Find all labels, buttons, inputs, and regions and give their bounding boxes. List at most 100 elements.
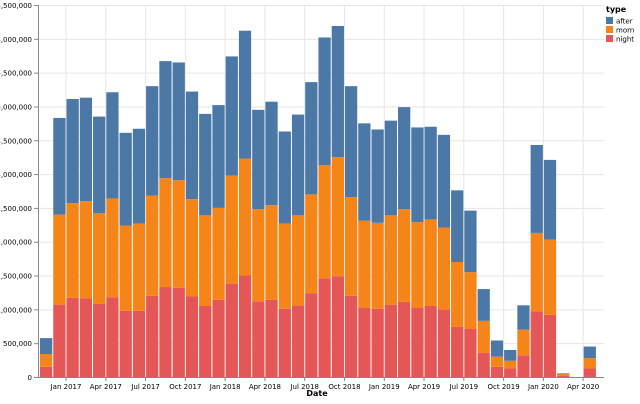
- bar-night: [371, 308, 384, 377]
- bar-night: [504, 368, 517, 377]
- bar-morn: [557, 373, 570, 376]
- bar-night: [185, 296, 199, 377]
- x-tick-label: Oct 2017: [169, 383, 201, 391]
- bar-night: [411, 308, 424, 377]
- bar-after: [40, 338, 53, 355]
- bar-morn: [398, 209, 411, 302]
- bar-morn: [583, 358, 596, 369]
- legend-label-night: night: [616, 36, 634, 44]
- bar-after: [106, 92, 119, 199]
- bar-morn: [451, 262, 464, 327]
- bar-night: [398, 301, 411, 377]
- bar-after: [557, 373, 570, 374]
- bar-night: [384, 304, 398, 377]
- bars: [40, 25, 596, 377]
- bar-morn: [93, 213, 106, 304]
- bar-night: [172, 287, 185, 377]
- y-tick-label: 3,000,000: [0, 171, 32, 179]
- bar-night: [477, 352, 490, 377]
- bar-night: [146, 295, 159, 377]
- bar-after: [331, 25, 344, 158]
- bar-morn: [305, 194, 318, 294]
- bar-night: [93, 303, 106, 377]
- bar-night: [424, 305, 437, 377]
- x-axis-title: Date: [306, 389, 328, 398]
- bar-after: [504, 349, 517, 361]
- bar-morn: [464, 272, 477, 329]
- bar-morn: [172, 180, 185, 288]
- bar-night: [119, 310, 132, 377]
- bar-after: [212, 105, 225, 208]
- bar-after: [305, 82, 318, 195]
- bar-after: [146, 86, 159, 196]
- bar-night: [543, 314, 557, 377]
- legend-label-after: after: [616, 18, 633, 26]
- bar-after: [159, 61, 172, 179]
- bar-night: [583, 368, 596, 377]
- y-tick-label: 1,000,000: [0, 306, 32, 314]
- grid: [38, 5, 604, 378]
- bar-night: [53, 304, 66, 377]
- bar-morn: [199, 215, 212, 306]
- x-tick-label: Oct 2019: [488, 383, 520, 391]
- x-tick-label: Jul 2018: [289, 383, 319, 391]
- bar-night: [305, 293, 318, 377]
- x-tick-label: Oct 2018: [328, 383, 360, 391]
- legend-swatch-after: [606, 17, 613, 24]
- bar-morn: [411, 222, 424, 309]
- bar-night: [278, 308, 291, 377]
- bar-night: [212, 299, 225, 377]
- bar-morn: [318, 165, 331, 279]
- bar-morn: [384, 215, 398, 305]
- bar-after: [318, 37, 331, 166]
- bar-morn: [504, 360, 517, 369]
- bar-night: [199, 305, 212, 377]
- bar-morn: [437, 227, 451, 310]
- bar-morn: [106, 198, 119, 298]
- bar-morn: [53, 214, 66, 305]
- bar-night: [331, 276, 344, 377]
- bar-after: [490, 340, 504, 357]
- bar-morn: [331, 157, 344, 277]
- bar-after: [464, 210, 477, 273]
- legend-swatch-night: [606, 35, 613, 42]
- x-tick-label: Apr 2017: [90, 383, 122, 391]
- bar-morn: [490, 356, 504, 367]
- bar-after: [225, 56, 238, 176]
- x-tick-label: Jul 2019: [449, 383, 479, 391]
- bar-morn: [543, 239, 557, 315]
- bar-after: [424, 126, 437, 220]
- bar-after: [132, 128, 146, 224]
- legend-label-morn: morn: [616, 27, 634, 35]
- legend-title: type: [606, 5, 627, 14]
- bar-night: [358, 308, 371, 377]
- bar-night: [265, 299, 278, 377]
- bar-morn: [66, 203, 79, 298]
- bar-morn: [212, 207, 225, 300]
- x-tick-label: Jul 2017: [130, 383, 160, 391]
- bar-after: [66, 99, 79, 204]
- bar-after: [411, 127, 424, 223]
- bar-night: [159, 287, 172, 377]
- bar-night: [79, 298, 93, 377]
- y-tick-label: 2,000,000: [0, 239, 32, 247]
- y-tick-label: 4,000,000: [0, 103, 32, 111]
- y-tick-label: 5,000,000: [0, 36, 32, 44]
- bar-night: [344, 295, 358, 377]
- bar-after: [517, 305, 530, 330]
- bar-morn: [252, 209, 265, 302]
- x-tick-label: Jan 2017: [50, 383, 82, 391]
- bar-night: [291, 305, 305, 377]
- y-axis: 0 500,000 1,000,000 1,500,000 2,000,000 2,500…: [0, 2, 39, 382]
- y-tick-label: 5,500,000: [0, 2, 32, 10]
- bar-morn: [146, 195, 159, 296]
- bar-after: [437, 134, 451, 228]
- y-tick-label: 4,500,000: [0, 70, 32, 78]
- bar-after: [477, 289, 490, 321]
- bar-night: [238, 275, 252, 377]
- bar-night: [490, 366, 504, 377]
- bar-after: [185, 91, 199, 200]
- bar-after: [398, 107, 411, 210]
- bar-after: [543, 159, 557, 240]
